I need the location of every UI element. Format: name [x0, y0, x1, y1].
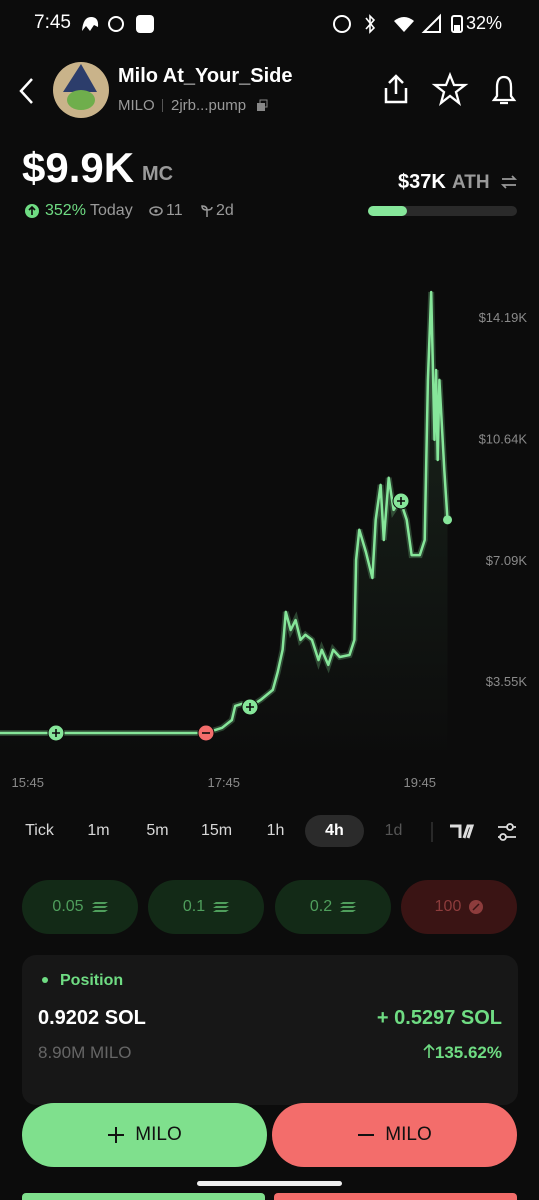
up-arrow — [423, 1043, 435, 1058]
up-icon — [25, 204, 39, 218]
back-button[interactable] — [16, 76, 38, 106]
sell-button[interactable]: MILO — [272, 1103, 517, 1167]
token-avatar — [53, 62, 109, 118]
header-actions[interactable] — [382, 72, 522, 106]
last-price-dot — [443, 515, 453, 525]
buy-label: MILO — [135, 1124, 182, 1145]
market-cap-unit: MC — [142, 163, 174, 185]
quick-amount: 0.1 — [182, 898, 206, 915]
change-period: Today — [90, 202, 133, 219]
token-ticker: MILO — [118, 97, 155, 114]
quick-buy[interactable]: 0.1 — [148, 880, 264, 934]
sol-icon — [340, 902, 357, 912]
marker-sign — [246, 703, 254, 711]
price-change: 352% — [45, 202, 86, 219]
sol-icon — [91, 902, 108, 912]
position-tokens: 8.90M MILO — [38, 1043, 132, 1062]
sell-label: MILO — [385, 1124, 432, 1145]
timeframe[interactable]: 1m — [87, 822, 110, 839]
buy-peek — [22, 1193, 265, 1200]
quick-buy[interactable]: 0.2 — [275, 880, 391, 934]
watchers: 11 — [166, 202, 183, 219]
timeframe[interactable]: 5m — [146, 822, 169, 839]
market-cap: $9.9K — [22, 144, 135, 191]
pnl-percent: 135.62% — [434, 1043, 502, 1062]
y-tick-label: $7.09K — [486, 553, 528, 568]
quick-amount: 100 — [434, 898, 462, 915]
price-chart: $3.55K $7.09K $10.64K $14.19K 15:45 17:45 19:4… — [0, 290, 528, 790]
sol-icon — [213, 902, 230, 912]
divider — [162, 99, 163, 112]
copy-icon[interactable] — [256, 99, 268, 112]
marker-sign — [397, 497, 405, 505]
swap-icon[interactable] — [500, 173, 518, 191]
ath-progress — [368, 206, 517, 216]
position-pnl: + 0.5297 SOL — [376, 1007, 502, 1029]
timeframe[interactable]: 1d — [384, 822, 403, 839]
system-icons — [333, 13, 441, 34]
ath-label: ATH — [452, 172, 490, 193]
status-icons — [82, 15, 154, 33]
chart-tools[interactable] — [430, 822, 530, 842]
x-tick-label: 19:45 — [403, 775, 436, 790]
x-tick-label: 15:45 — [11, 775, 44, 790]
percent-icon — [469, 900, 484, 914]
position-label: Position — [60, 972, 124, 989]
timeframe[interactable]: 15m — [200, 822, 233, 839]
y-tick-label: $10.64K — [479, 431, 528, 446]
sprout-icon — [201, 205, 213, 217]
buy-button[interactable]: MILO — [22, 1103, 267, 1167]
battery-icon — [451, 15, 463, 33]
quick-buy[interactable]: 0.05 — [22, 880, 138, 934]
position-dot — [42, 977, 48, 983]
position-card: Position 0.9202 SOL + 0.5297 SOL 8.90M M… — [22, 955, 518, 1105]
token-name: Milo At_Your_Side — [118, 65, 293, 87]
timeframe[interactable]: Tick — [25, 822, 54, 839]
ath-value: $37K — [398, 171, 446, 193]
home-indicator — [197, 1181, 342, 1186]
quick-amount: 0.2 — [309, 898, 333, 915]
y-tick-label: $3.55K — [486, 674, 528, 689]
eye-icon — [149, 206, 163, 216]
timeframe-bar: Tick 1m 5m 15m 1h 4h 1d — [0, 812, 539, 850]
sell-peek — [274, 1193, 517, 1200]
quick-sell[interactable]: 100 — [401, 880, 517, 934]
position-pnl-percent: 135.62% — [423, 1043, 502, 1063]
minus-icon — [358, 1134, 375, 1136]
token-address[interactable]: 2jrb...pump — [171, 97, 247, 114]
plus-icon — [108, 1127, 125, 1143]
y-tick-label: $14.19K — [479, 310, 528, 325]
status-time: 7:45 — [34, 12, 71, 33]
ath-progress-fill — [368, 206, 407, 216]
timeframe[interactable]: 1h — [266, 822, 285, 839]
marker-sign — [52, 729, 60, 737]
battery-level: 32% — [466, 13, 503, 33]
token-age: 2d — [216, 202, 234, 219]
quick-amount: 0.05 — [52, 898, 84, 915]
position-sol: 0.9202 SOL — [38, 1007, 146, 1029]
price-area — [0, 292, 448, 760]
price-line — [0, 290, 449, 735]
timeframe[interactable]: 4h — [305, 815, 364, 847]
x-tick-label: 17:45 — [207, 775, 240, 790]
